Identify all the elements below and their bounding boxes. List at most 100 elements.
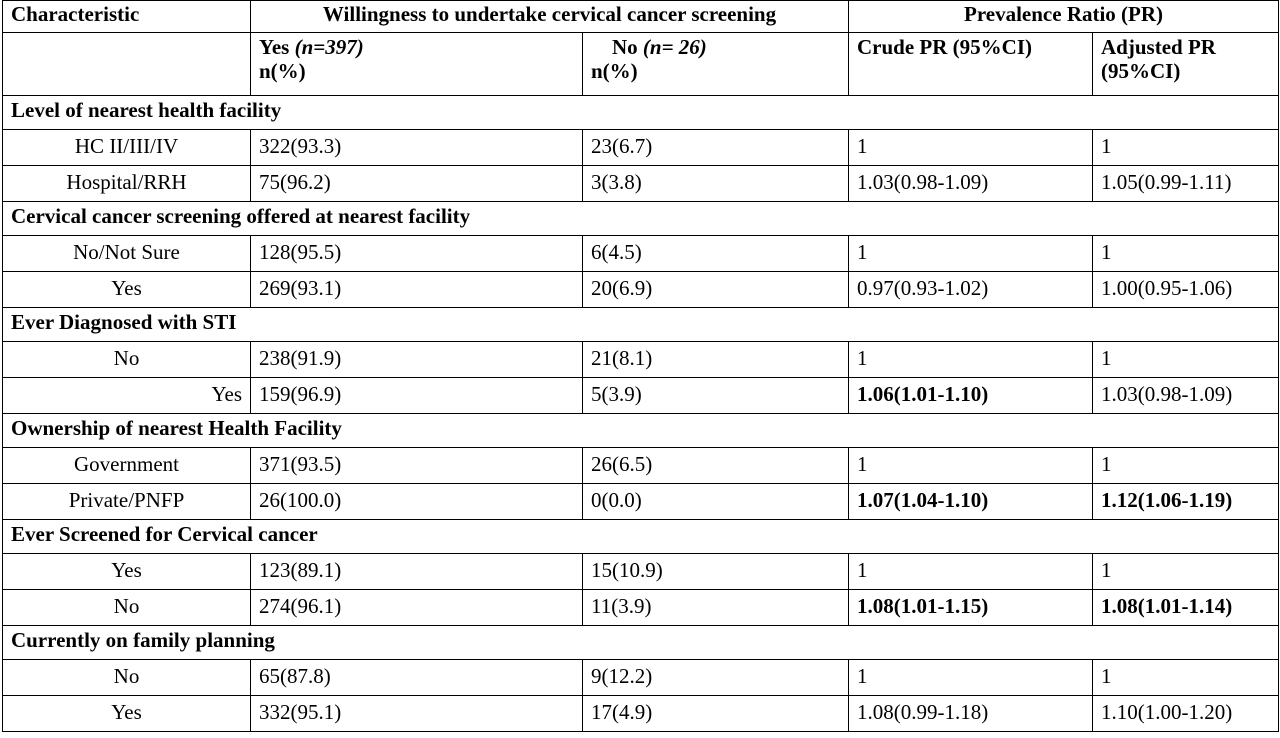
section-header-row: Level of nearest health facility <box>1 95 1280 130</box>
table-row: Yes 332(95.1) 17(4.9) 1.08(0.99-1.18) 1.10(1… <box>2 695 1280 732</box>
section-header-row: Ever Diagnosed with STI <box>1 307 1280 342</box>
yes-count-cell: 75(96.2) <box>250 165 583 202</box>
header-row-2: Yes (n=397) n(%) No (n= 26) n(%) Crude P… <box>2 32 1280 96</box>
no-count-cell: 23(6.7) <box>581 129 850 166</box>
adjusted-pr-cell: 1.00(0.95-1.06) <box>1092 271 1280 308</box>
table-row: No/Not Sure 128(95.5) 6(4.5) 1 1 <box>2 235 1280 272</box>
no-count-cell: 6(4.5) <box>581 235 850 272</box>
no-count-cell: 15(10.9) <box>581 553 850 590</box>
section-title: Currently on family planning <box>1 625 1280 660</box>
no-count-cell: 11(3.9) <box>581 589 850 626</box>
header-yes-n: (n=397) <box>294 35 364 59</box>
section-header-row: Cervical cancer screening offered at nea… <box>1 201 1280 236</box>
no-count-cell: 26(6.5) <box>581 447 850 484</box>
adjusted-pr-cell: 1 <box>1092 341 1280 378</box>
section-title: Cervical cancer screening offered at nea… <box>1 201 1280 236</box>
section-header-row: Currently on family planning <box>1 625 1280 660</box>
row-label: Private/PNFP <box>2 483 251 520</box>
header-row-1: Characteristic Willingness to undertake … <box>2 0 1280 33</box>
adjusted-pr-cell: 1.12(1.06-1.19) <box>1092 483 1280 520</box>
adjusted-pr-cell: 1 <box>1092 447 1280 484</box>
section-title: Ever Screened for Cervical cancer <box>1 519 1280 554</box>
section-title: Ever Diagnosed with STI <box>1 307 1280 342</box>
crude-pr-cell: 1 <box>848 341 1094 378</box>
row-label: No <box>2 589 251 626</box>
crude-pr-cell: 1 <box>848 553 1094 590</box>
header-adjusted-pr-line1: Adjusted PR <box>1101 35 1216 59</box>
header-no-cell: No (n= 26) n(%) <box>581 32 850 96</box>
table-row: Yes 159(96.9) 5(3.9) 1.06(1.01-1.10) 1.03(0.… <box>2 377 1280 414</box>
header-yes-cell: Yes (n=397) n(%) <box>250 32 583 96</box>
row-label: Yes <box>2 271 251 308</box>
no-count-cell: 9(12.2) <box>581 659 850 696</box>
row-label: Government <box>2 447 251 484</box>
header-no-npct: n(%) <box>591 59 638 83</box>
row-label: Hospital/RRH <box>2 165 251 202</box>
crude-pr-cell: 1 <box>848 129 1094 166</box>
row-label: No/Not Sure <box>2 235 251 272</box>
section-title: Ownership of nearest Health Facility <box>1 413 1280 448</box>
header-willingness: Willingness to undertake cervical cancer… <box>249 0 850 33</box>
section-title: Level of nearest health facility <box>1 95 1280 130</box>
header-blank-cell <box>2 32 251 96</box>
table-row: No 274(96.1) 11(3.9) 1.08(1.01-1.15) 1.08(1.… <box>2 589 1280 626</box>
table-body: Level of nearest health facility HC II/II… <box>1 95 1280 732</box>
section-header-row: Ever Screened for Cervical cancer <box>1 519 1280 554</box>
adjusted-pr-cell: 1.08(1.01-1.14) <box>1092 589 1280 626</box>
row-label: No <box>2 341 251 378</box>
yes-count-cell: 26(100.0) <box>250 483 583 520</box>
yes-count-cell: 65(87.8) <box>250 659 583 696</box>
crude-pr-cell: 1.08(1.01-1.15) <box>848 589 1094 626</box>
no-count-cell: 0(0.0) <box>581 483 850 520</box>
section-header-row: Ownership of nearest Health Facility <box>1 413 1280 448</box>
table-row: Government 371(93.5) 26(6.5) 1 1 <box>2 447 1280 484</box>
row-label: Yes <box>2 695 251 732</box>
row-label: No <box>2 659 251 696</box>
no-count-cell: 17(4.9) <box>581 695 850 732</box>
header-no-label: No <box>612 35 638 59</box>
row-label: Yes <box>2 553 251 590</box>
row-label: Yes <box>2 377 251 414</box>
adjusted-pr-cell: 1 <box>1092 553 1280 590</box>
crude-pr-cell: 1.07(1.04-1.10) <box>848 483 1094 520</box>
yes-count-cell: 269(93.1) <box>250 271 583 308</box>
crude-pr-cell: 0.97(0.93-1.02) <box>848 271 1094 308</box>
header-no-n: (n= 26) <box>642 35 707 59</box>
yes-count-cell: 123(89.1) <box>250 553 583 590</box>
adjusted-pr-cell: 1.03(0.98-1.09) <box>1092 377 1280 414</box>
yes-count-cell: 238(91.9) <box>250 341 583 378</box>
table-row: Yes 123(89.1) 15(10.9) 1 1 <box>2 553 1280 590</box>
header-adjusted-pr-cell: Adjusted PR (95%CI) <box>1092 32 1280 96</box>
no-count-cell: 20(6.9) <box>581 271 850 308</box>
header-prevalence-ratio: Prevalence Ratio (PR) <box>848 0 1280 33</box>
table-row: Private/PNFP 26(100.0) 0(0.0) 1.07(1.04-1.1… <box>2 483 1280 520</box>
yes-count-cell: 159(96.9) <box>250 377 583 414</box>
yes-count-cell: 274(96.1) <box>250 589 583 626</box>
table-row: No 65(87.8) 9(12.2) 1 1 <box>2 659 1280 696</box>
no-count-cell: 21(8.1) <box>581 341 850 378</box>
crude-pr-cell: 1.08(0.99-1.18) <box>848 695 1094 732</box>
header-yes-label: Yes <box>259 35 290 59</box>
crude-pr-cell: 1.03(0.98-1.09) <box>848 165 1094 202</box>
header-yes-npct: n(%) <box>259 59 306 83</box>
row-label: HC II/III/IV <box>2 129 251 166</box>
crude-pr-cell: 1 <box>848 235 1094 272</box>
adjusted-pr-cell: 1.05(0.99-1.11) <box>1092 165 1280 202</box>
header-adjusted-pr-line2: (95%CI) <box>1101 59 1181 83</box>
yes-count-cell: 128(95.5) <box>250 235 583 272</box>
crude-pr-cell: 1.06(1.01-1.10) <box>848 377 1094 414</box>
table-row: No 238(91.9) 21(8.1) 1 1 <box>2 341 1280 378</box>
table-row: HC II/III/IV 322(93.3) 23(6.7) 1 1 <box>2 129 1280 166</box>
yes-count-cell: 322(93.3) <box>250 129 583 166</box>
adjusted-pr-cell: 1 <box>1092 129 1280 166</box>
header-characteristic: Characteristic <box>2 0 251 33</box>
crude-pr-cell: 1 <box>848 447 1094 484</box>
adjusted-pr-cell: 1 <box>1092 235 1280 272</box>
yes-count-cell: 371(93.5) <box>250 447 583 484</box>
adjusted-pr-cell: 1.10(1.00-1.20) <box>1092 695 1280 732</box>
no-count-cell: 5(3.9) <box>581 377 850 414</box>
adjusted-pr-cell: 1 <box>1092 659 1280 696</box>
yes-count-cell: 332(95.1) <box>250 695 583 732</box>
header-crude-pr: Crude PR (95%CI) <box>848 32 1094 96</box>
